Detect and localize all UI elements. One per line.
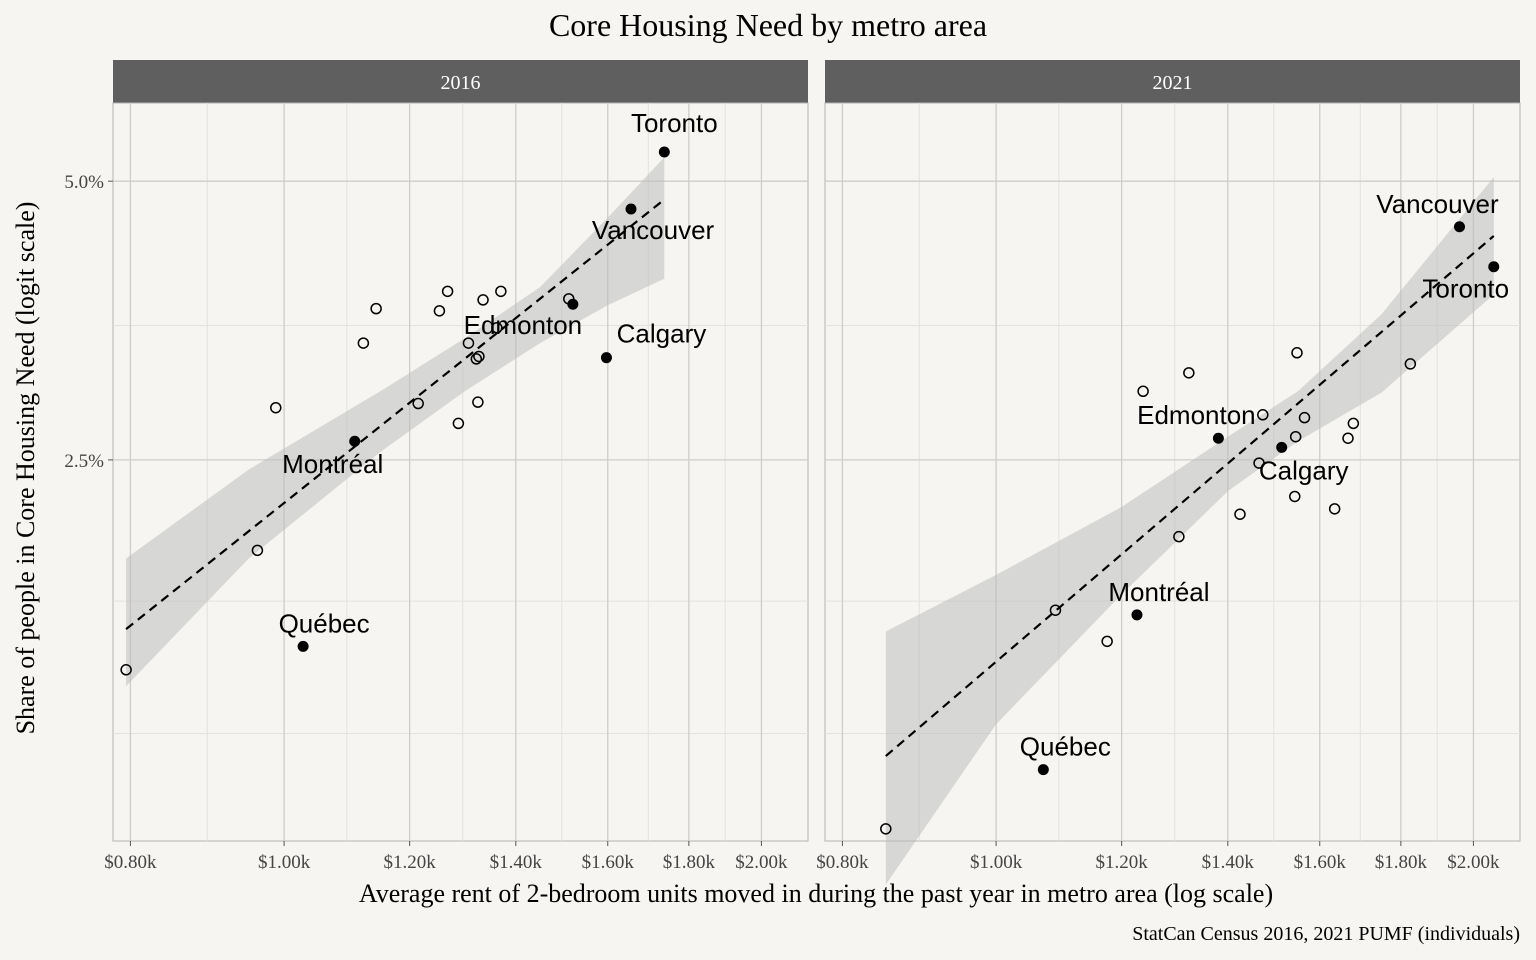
x-tick-label: $2.00k	[1447, 852, 1500, 873]
point-label: Vancouver	[592, 215, 715, 245]
confidence-band	[126, 157, 665, 687]
data-point	[1289, 430, 1302, 443]
point-label: Toronto	[1422, 274, 1509, 304]
data-point	[433, 305, 446, 317]
x-tick-label: $1.80k	[663, 852, 716, 873]
point-label: Edmonton	[1137, 400, 1256, 430]
data-point	[1291, 347, 1303, 359]
data-point	[470, 353, 483, 365]
panel-strip	[825, 60, 1520, 103]
data-point	[472, 396, 484, 408]
data-point	[462, 337, 475, 349]
highlight-point	[349, 435, 361, 447]
y-axis-label: Share of people in Core Housing Need (lo…	[11, 202, 40, 735]
x-axis-label: Average rent of 2-bedroom units moved in…	[359, 879, 1273, 908]
point-label: Québec	[1020, 732, 1111, 762]
point-label: Edmonton	[464, 310, 583, 340]
data-point	[251, 544, 264, 557]
data-point	[1298, 411, 1311, 424]
x-tick-label: $1.00k	[970, 852, 1023, 873]
point-label: Calgary	[1259, 455, 1349, 485]
x-tick-label: $0.80k	[104, 852, 157, 873]
data-point	[270, 401, 282, 414]
data-point	[120, 664, 132, 676]
highlight-point	[297, 640, 309, 652]
data-point	[357, 337, 370, 349]
panel-strip	[113, 60, 808, 103]
point-label: Montréal	[1108, 577, 1209, 607]
data-point	[1049, 604, 1062, 616]
highlight-point	[1488, 261, 1500, 273]
data-point	[491, 322, 503, 334]
panel-strip-label: 2021	[1153, 72, 1193, 94]
confidence-band	[885, 177, 1494, 885]
data-point	[1253, 457, 1265, 469]
panel-border	[112, 102, 809, 842]
data-point	[477, 294, 489, 306]
highlight-point	[658, 146, 670, 158]
highlight-point	[1131, 609, 1143, 621]
data-point	[880, 823, 892, 835]
data-point	[441, 285, 454, 298]
data-point	[1101, 635, 1113, 648]
panels: 2016 $0.80k $1.00k $1.20k $1.40k $1.60k $1.80k…	[64, 60, 1521, 885]
data-point	[412, 397, 424, 410]
highlight-point	[625, 203, 637, 215]
data-point	[1404, 358, 1417, 370]
trend-line	[125, 198, 666, 630]
highlight-point	[1276, 441, 1288, 453]
data-point	[452, 417, 465, 430]
point-label: Vancouver	[1376, 189, 1499, 219]
highlight-point	[1212, 432, 1224, 444]
x-tick-label: $1.60k	[582, 852, 635, 873]
x-tick-label: $1.60k	[1294, 852, 1347, 873]
point-label: Calgary	[617, 319, 707, 349]
point-label: Montréal	[282, 449, 383, 479]
highlight-point	[1037, 764, 1049, 776]
x-tick-label: $1.40k	[490, 852, 543, 873]
data-point	[1173, 530, 1185, 543]
data-point	[473, 350, 485, 363]
x-tick-label: $1.40k	[1202, 852, 1255, 873]
point-label: Québec	[279, 608, 370, 638]
highlight-point	[600, 352, 612, 364]
panel-strip-label: 2016	[441, 72, 481, 94]
chart-caption: StatCan Census 2016, 2021 PUMF (individu…	[1132, 923, 1520, 945]
highlight-point	[567, 298, 579, 310]
panel-2016: 2016 $0.80k $1.00k $1.20k $1.40k $1.60k $1.80k…	[64, 60, 809, 873]
x-tick-label: $1.20k	[384, 852, 437, 873]
data-point	[1342, 432, 1354, 444]
data-point	[1328, 503, 1341, 515]
data-point	[1347, 417, 1360, 430]
data-point	[1257, 409, 1269, 421]
x-tick-label: $1.80k	[1375, 852, 1428, 873]
x-tick-label: $1.20k	[1096, 852, 1149, 873]
y-tick-label: 5.0%	[64, 172, 104, 193]
data-point	[1137, 385, 1149, 398]
x-tick-label: $0.80k	[816, 852, 869, 873]
highlight-point	[1453, 221, 1465, 233]
panel-border	[824, 102, 1521, 842]
data-point	[1183, 367, 1195, 379]
data-point	[1234, 508, 1246, 520]
chart-title: Core Housing Need by metro area	[549, 7, 987, 43]
point-label: Toronto	[631, 108, 718, 138]
trend-line	[885, 235, 1495, 757]
panel-2021: 2021 $0.80k $1.00k $1.20k $1.40k $1.60k $1.80k…	[816, 60, 1521, 885]
y-tick-label: 2.5%	[64, 451, 104, 472]
data-point	[495, 285, 507, 298]
x-tick-label: $2.00k	[735, 852, 788, 873]
x-tick-label: $1.00k	[258, 852, 311, 873]
data-point	[370, 302, 382, 315]
data-point	[1289, 490, 1301, 503]
